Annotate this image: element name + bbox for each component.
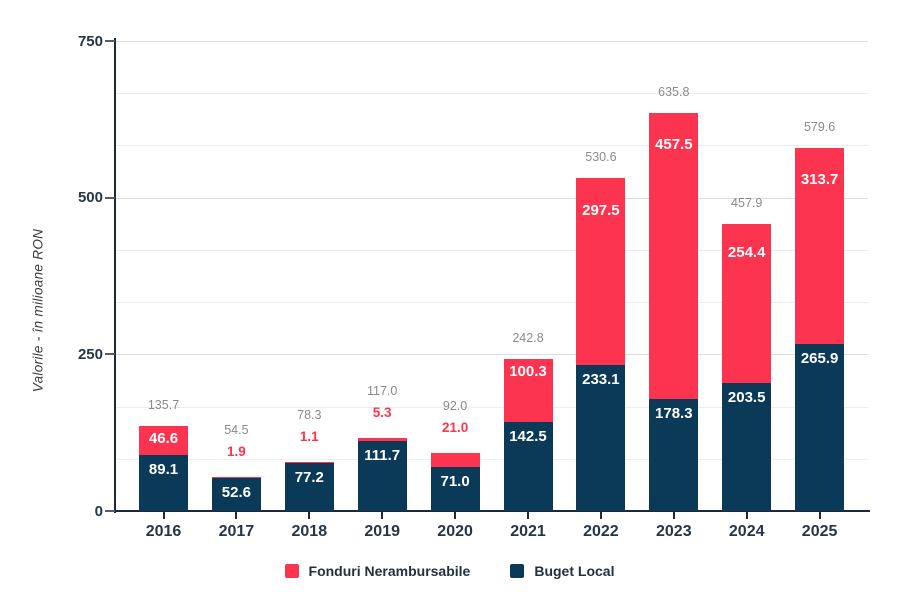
buget-value-label-2020: 71.0 [440, 472, 470, 490]
bar-2022-fonduri-segment[interactable] [576, 178, 626, 365]
bar-2018-fonduri-segment[interactable] [284, 461, 334, 463]
y-tick-label-250: 250 [77, 345, 103, 363]
bar-2017-buget-segment[interactable] [211, 478, 261, 511]
bar-2021-buget-segment[interactable] [503, 421, 553, 511]
buget-value-label-2025: 265.9 [800, 350, 839, 368]
bar-2022-buget-segment[interactable] [576, 364, 626, 511]
bar-2025-fonduri-segment[interactable] [795, 147, 845, 345]
x-tick-mark [381, 512, 384, 519]
bar-2021-fonduri-segment[interactable] [503, 358, 553, 422]
bar-2024-buget-segment[interactable] [722, 383, 772, 511]
chart-legend: Fonduri Nerambursabile Buget Local [0, 558, 899, 584]
minor-gridline [115, 145, 868, 147]
y-tick-mark [105, 353, 115, 356]
x-tick-mark [672, 512, 675, 519]
x-axis-label-2024: 2024 [728, 523, 765, 540]
bar-2019-fonduri-segment[interactable] [357, 437, 407, 441]
x-tick-mark [745, 512, 748, 519]
x-axis-label-2019: 2019 [364, 523, 400, 540]
fonduri-value-label-2023: 457.5 [655, 136, 693, 154]
total-label-2020: 92.0 [442, 399, 468, 414]
minor-gridline [115, 458, 868, 460]
x-tick-mark [818, 512, 821, 519]
total-label-2018: 78.3 [297, 407, 322, 422]
x-tick-mark [599, 512, 602, 519]
fonduri-value-label-2016: 46.6 [148, 430, 179, 448]
total-label-2025: 579.6 [803, 119, 836, 134]
buget-value-label-2021: 142.5 [509, 427, 547, 445]
fonduri-value-label-2024: 254.4 [727, 244, 766, 262]
total-label-2017: 54.5 [224, 422, 249, 437]
x-axis-label-2023: 2023 [656, 523, 692, 540]
total-label-2024: 457.9 [731, 196, 763, 211]
buget-value-label-2018: 77.2 [294, 468, 324, 486]
bar-2016-buget-segment[interactable] [139, 455, 188, 511]
buget-value-label-2017: 52.6 [221, 484, 251, 502]
major-gridline [115, 354, 868, 356]
y-tick-label-750: 750 [77, 32, 103, 50]
minor-gridline [115, 406, 868, 408]
fonduri-value-label-2025: 313.7 [800, 171, 839, 189]
x-axis-label-2025: 2025 [801, 523, 838, 540]
x-axis-label-2017: 2017 [218, 523, 255, 540]
x-axis-label-2018: 2018 [291, 523, 328, 540]
x-tick-mark [308, 512, 311, 519]
major-gridline [115, 41, 868, 42]
bar-2023-buget-segment[interactable] [649, 399, 699, 511]
x-axis-line [113, 510, 870, 512]
major-gridline [115, 197, 868, 199]
y-tick-label-500: 500 [77, 189, 103, 207]
fonduri-value-label-2020: 21.0 [441, 420, 469, 436]
bar-2018-buget-segment[interactable] [284, 462, 334, 511]
x-tick-mark [527, 512, 529, 519]
minor-gridline [115, 93, 868, 95]
bar-2019-buget-segment[interactable] [357, 441, 407, 511]
y-tick-mark [105, 40, 115, 42]
legend-label: Buget Local [534, 563, 615, 579]
bar-2016-fonduri-segment[interactable] [139, 425, 188, 456]
bar-2023-fonduri-segment[interactable] [649, 112, 699, 400]
legend-label: Fonduri Nerambursabile [308, 563, 471, 579]
legend-swatch-icon [510, 564, 525, 578]
total-label-2023: 635.8 [658, 84, 690, 99]
x-axis-label-2020: 2020 [437, 523, 473, 540]
minor-gridline [115, 249, 868, 251]
x-axis-label-2016: 2016 [145, 523, 182, 540]
y-tick-label-0: 0 [94, 502, 103, 520]
total-label-2022: 530.6 [585, 150, 617, 165]
fonduri-value-label-2022: 297.5 [582, 201, 620, 219]
total-label-2021: 242.8 [512, 330, 544, 345]
fonduri-value-label-2017: 1.9 [227, 443, 246, 459]
total-label-2016: 135.7 [147, 397, 180, 412]
buget-value-label-2024: 203.5 [727, 389, 766, 407]
bar-2024-fonduri-segment[interactable] [722, 224, 772, 384]
bar-2017-fonduri-segment[interactable] [211, 476, 261, 479]
x-tick-mark [235, 512, 238, 519]
buget-value-label-2022: 233.1 [582, 370, 620, 388]
buget-value-label-2019: 111.7 [364, 447, 401, 464]
fonduri-value-label-2018: 1.1 [299, 428, 319, 444]
x-axis-label-2022: 2022 [583, 523, 619, 540]
bar-2025-buget-segment[interactable] [795, 344, 845, 511]
legend-item-fonduri-nerambursabile[interactable]: Fonduri Nerambursabile [284, 563, 471, 579]
x-axis-label-2021: 2021 [510, 523, 546, 540]
y-tick-mark [105, 510, 115, 512]
x-tick-mark [454, 512, 457, 519]
buget-value-label-2023: 178.3 [655, 405, 693, 423]
y-tick-mark [105, 196, 115, 199]
y-axis-line [114, 38, 116, 513]
buget-value-label-2016: 89.1 [148, 461, 179, 479]
total-label-2019: 117.0 [367, 383, 398, 398]
bar-2020-buget-segment[interactable] [430, 466, 480, 511]
fonduri-value-label-2021: 100.3 [509, 363, 547, 381]
legend-swatch-icon [284, 564, 299, 578]
bar-2020-fonduri-segment[interactable] [430, 453, 480, 467]
fonduri-value-label-2019: 5.3 [372, 404, 392, 420]
minor-gridline [115, 302, 868, 304]
plot-area: 0 250 500 750 89.1 46.6 135.7 2016 52.6 1.9 54.5 20… [77, 32, 870, 540]
legend-item-buget-local[interactable]: Buget Local [510, 563, 614, 579]
x-tick-mark [162, 512, 165, 519]
